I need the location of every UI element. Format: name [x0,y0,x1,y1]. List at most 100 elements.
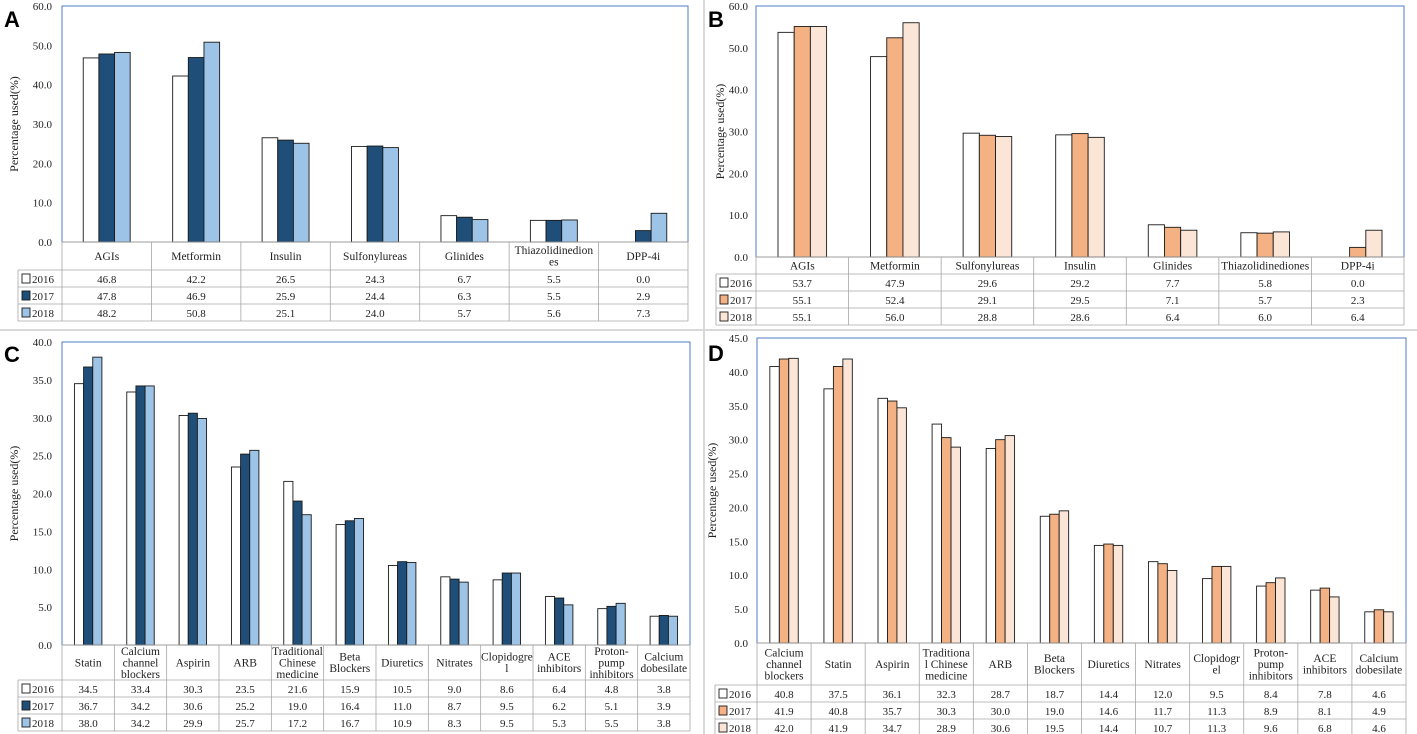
panel-c-chart: C 0.0 5.0 10.0 15.0 20.0 25.0 30.0 35.0 40.0 Perce… [4,337,691,732]
bar-c-2016 [73,383,85,646]
bar-a-2017 [545,219,563,243]
bar-b-2016 [1147,224,1165,258]
category-label-b: AGIs [790,260,815,272]
bar-c-2017 [501,572,512,646]
bar-d-2017 [1373,609,1385,644]
bar-d-2018 [896,407,907,644]
bar-d-2016 [1364,611,1375,644]
y-tick-label: 30.0 [729,435,749,447]
bar-b-2018 [809,26,828,258]
table-cell-value: 6.7 [458,274,472,286]
bar-a-2017 [277,139,294,243]
panel-letter-b: B [708,7,724,32]
category-label-c: Calcium channel blockers [121,646,160,681]
bar-c-2016 [335,524,346,646]
bar-a-2016 [82,57,100,243]
bar-d-2018 [1220,565,1232,644]
table-cell-value: 9.5 [500,718,514,730]
table-cell-value: 36.1 [883,689,902,701]
y-tick-label: 30.0 [33,119,53,131]
table-cell-value: 10.7 [1153,723,1173,734]
bar-d-2017 [1211,565,1222,644]
table-cell-value: 8.9 [1264,706,1278,718]
table-cell-value: 7.8 [1318,689,1332,701]
bar-d-2016 [877,397,888,644]
bar-d-2016 [985,448,997,644]
table-cell-value: 6.3 [458,291,472,303]
table-cell-value: 56.0 [885,312,905,324]
table-cell-value: 30.3 [183,684,203,696]
bar-d-2017 [887,400,898,644]
category-label-a: Thiazolidinedion es [515,245,594,269]
category-label-c: Traditional Chinese medicine [272,646,323,681]
legend-swatch-2017 [718,705,728,716]
y-tick-label: 30.0 [33,413,53,425]
table-cell-value: 15.9 [340,684,360,696]
bar-a-2017 [456,216,473,243]
bar-c-2016 [492,579,503,646]
table-cell-value: 5.5 [547,291,561,303]
table-cell-value: 7.1 [1166,295,1180,307]
table-cell-value: 6.4 [1166,312,1180,324]
legend-swatch-2017 [21,290,31,301]
plot-frame-c [61,341,691,646]
table-cell-value: 29.9 [183,718,203,730]
bar-b-2017 [886,37,904,258]
table-cell-value: 5.1 [605,701,619,713]
y-tick-label: 60.0 [729,1,749,13]
table-cell-value: 6.4 [1351,312,1365,324]
table-cell-value: 28.8 [978,312,998,324]
table-cell-value: 29.2 [1070,278,1089,290]
table-cell-value: 3.9 [657,701,671,713]
table-cell-value: 7.7 [1166,278,1180,290]
legend-year-2017: 2017 [32,291,55,303]
y-tick-label: 45.0 [729,333,749,345]
table-cell-value: 41.9 [829,723,849,734]
y-tick-label: 0.0 [734,638,748,650]
table-cell-value: 8.7 [448,701,462,713]
category-label-c: Beta Blockers [329,652,370,676]
legend-swatch-2016 [719,277,729,288]
bar-d-2018 [842,358,853,644]
panel-b-chart: B 0.0 10.0 20.0 30.0 40.0 50.0 60.0 Percentage u… [708,1,1405,326]
table-cell-value: 6.8 [1318,723,1332,734]
bar-c-2018 [667,615,679,646]
table-cell-value: 34.7 [883,723,903,734]
bar-c-2018 [144,385,155,646]
legend-year-2018: 2018 [32,308,55,320]
bar-d-2016 [769,366,780,644]
category-label-a: AGIs [94,251,119,263]
y-tick-label: 50.0 [729,43,749,55]
y-tick-label: 20.0 [33,158,53,170]
table-cell-value: 8.1 [1318,706,1332,718]
bar-d-2018 [950,446,961,644]
table-cell-value: 55.1 [793,295,812,307]
table-cell-value: 2.3 [1351,295,1365,307]
bar-c-2016 [283,480,294,646]
category-label-c: ARB [233,657,257,669]
bar-d-2016 [823,388,834,644]
bar-c-2018 [615,602,626,646]
bar-d-2018 [1166,570,1178,644]
legend-year-2016: 2016 [32,274,55,286]
category-label-d: Diuretics [1087,659,1130,671]
y-tick-label: 10.0 [33,198,53,210]
table-cell-value: 16.4 [340,701,360,713]
bar-d-2018 [1275,577,1286,644]
table-cell-value: 6.2 [552,701,566,713]
panel-d-chart: D 0.0 5.0 10.0 15.0 20.0 25.0 30.0 35.0 40.0 45.0 P… [705,333,1407,734]
legend-swatch-2016 [718,688,728,699]
bar-a-2016 [261,137,279,243]
bar-b-2018 [1272,231,1290,258]
category-label-d: Calcium channel blockers [765,647,804,682]
y-tick-label: 0.0 [734,252,748,264]
y-tick-label: 40.0 [729,85,749,97]
bar-c-2016 [387,565,399,646]
y-tick-label: 25.0 [729,469,749,481]
bar-d-2017 [778,358,790,644]
bar-a-2016 [440,215,458,243]
bar-a-2018 [650,212,668,243]
bar-a-2017 [98,53,115,243]
table-cell-value: 28.7 [991,689,1011,701]
bar-b-2017 [1164,226,1182,258]
